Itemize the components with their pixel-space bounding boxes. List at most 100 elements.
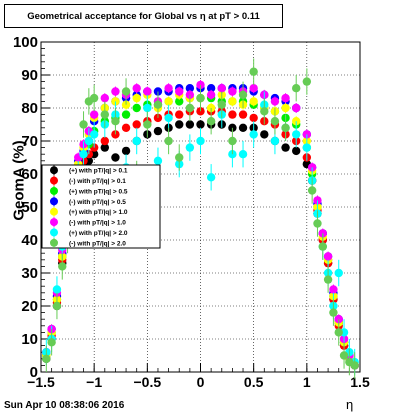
x-tick-label: −1.5 [27, 374, 55, 390]
data-point [302, 77, 312, 86]
data-point [153, 113, 163, 123]
data-point [228, 136, 237, 146]
y-tick-label: 40 [21, 232, 38, 249]
x-axis-label: η [346, 397, 354, 412]
data-point [100, 110, 110, 119]
data-point [153, 126, 163, 136]
data-point [84, 136, 94, 146]
data-point [206, 84, 216, 93]
data-point [292, 130, 301, 139]
data-point [318, 242, 327, 251]
data-point [323, 252, 333, 261]
legend-label: (+) with pT/|q| > 1.0 [69, 209, 128, 216]
data-point [281, 103, 290, 113]
data-point [132, 136, 141, 146]
data-point [206, 173, 216, 182]
y-tick-label: 0 [30, 364, 38, 381]
legend-label: (+) with pT/|q| > 2.0 [69, 230, 128, 237]
data-point [339, 351, 349, 360]
y-tick-label: 10 [21, 331, 38, 348]
chart-title: Geometrical acceptance for Global vs η a… [4, 4, 283, 28]
y-tick-label: 50 [21, 199, 38, 216]
data-point [132, 93, 141, 103]
y-tick-label: 100 [13, 34, 38, 51]
datestamp: Sun Apr 10 08:38:06 2016 [4, 400, 125, 411]
data-point [164, 136, 173, 146]
data-point [153, 156, 163, 165]
data-point [79, 120, 88, 129]
data-point [238, 90, 248, 100]
legend-label: (-) with pT/|q| > 1.0 [69, 220, 126, 227]
data-point [281, 93, 290, 103]
data-point [185, 143, 195, 152]
data-point [164, 84, 173, 93]
data-point [292, 146, 301, 156]
data-point [307, 186, 317, 195]
data-point [260, 130, 269, 139]
x-tick-label: 1.5 [350, 374, 370, 390]
data-point [47, 338, 56, 347]
data-point [270, 117, 280, 126]
data-point [238, 123, 248, 132]
data-point [100, 93, 110, 103]
data-point [132, 84, 141, 93]
data-point [249, 130, 258, 139]
data-point [350, 361, 359, 370]
data-point [164, 113, 173, 123]
data-point [143, 120, 152, 129]
data-point [100, 143, 110, 152]
data-point [196, 136, 205, 146]
data-point [228, 97, 237, 106]
x-tick-label: 0.5 [244, 374, 264, 390]
data-point [111, 87, 120, 96]
data-point [185, 103, 195, 113]
data-point [175, 153, 184, 162]
data-point [292, 103, 301, 113]
series-7 [42, 58, 359, 379]
data-point [185, 84, 195, 93]
y-axis-label-text: GeomA (%) [10, 139, 28, 221]
data-point [121, 146, 131, 156]
data-point [334, 268, 343, 278]
data-point [228, 110, 237, 119]
legend-label: (+) with pT/|q| > 0.5 [69, 188, 128, 195]
data-point [329, 308, 338, 317]
data-point [206, 117, 216, 126]
data-point [270, 136, 280, 146]
data-point [52, 285, 62, 294]
data-point [175, 97, 184, 106]
data-point [249, 67, 258, 76]
data-point [281, 123, 290, 132]
data-point [323, 275, 333, 284]
data-point [121, 123, 131, 132]
data-point [217, 84, 226, 93]
data-point [260, 107, 269, 116]
data-point [196, 120, 205, 129]
x-tick-label: 0 [197, 374, 205, 390]
data-point [206, 90, 216, 100]
data-point [292, 84, 301, 93]
data-point [143, 87, 152, 96]
data-point [58, 262, 67, 271]
data-point [249, 97, 258, 106]
y-tick-label: 90 [21, 67, 38, 84]
data-point [121, 87, 131, 96]
x-tick-label: 1 [303, 374, 311, 390]
data-point [100, 136, 110, 146]
data-point [121, 110, 131, 119]
data-point [249, 84, 258, 93]
data-point [334, 328, 343, 337]
data-point [238, 150, 248, 159]
data-point [329, 285, 338, 294]
y-tick-label: 80 [21, 100, 38, 117]
y-tick-label: 30 [21, 265, 38, 282]
legend-label: (+) with pT/|q| > 0.1 [69, 168, 128, 175]
data-point [302, 143, 312, 152]
y-tick-label: 20 [21, 298, 38, 315]
data-series [42, 58, 359, 379]
legend-label: (-) with pT/|q| > 0.1 [69, 178, 126, 185]
data-point [132, 103, 141, 113]
data-point [281, 143, 290, 152]
data-point [42, 354, 51, 363]
data-point [175, 120, 184, 129]
